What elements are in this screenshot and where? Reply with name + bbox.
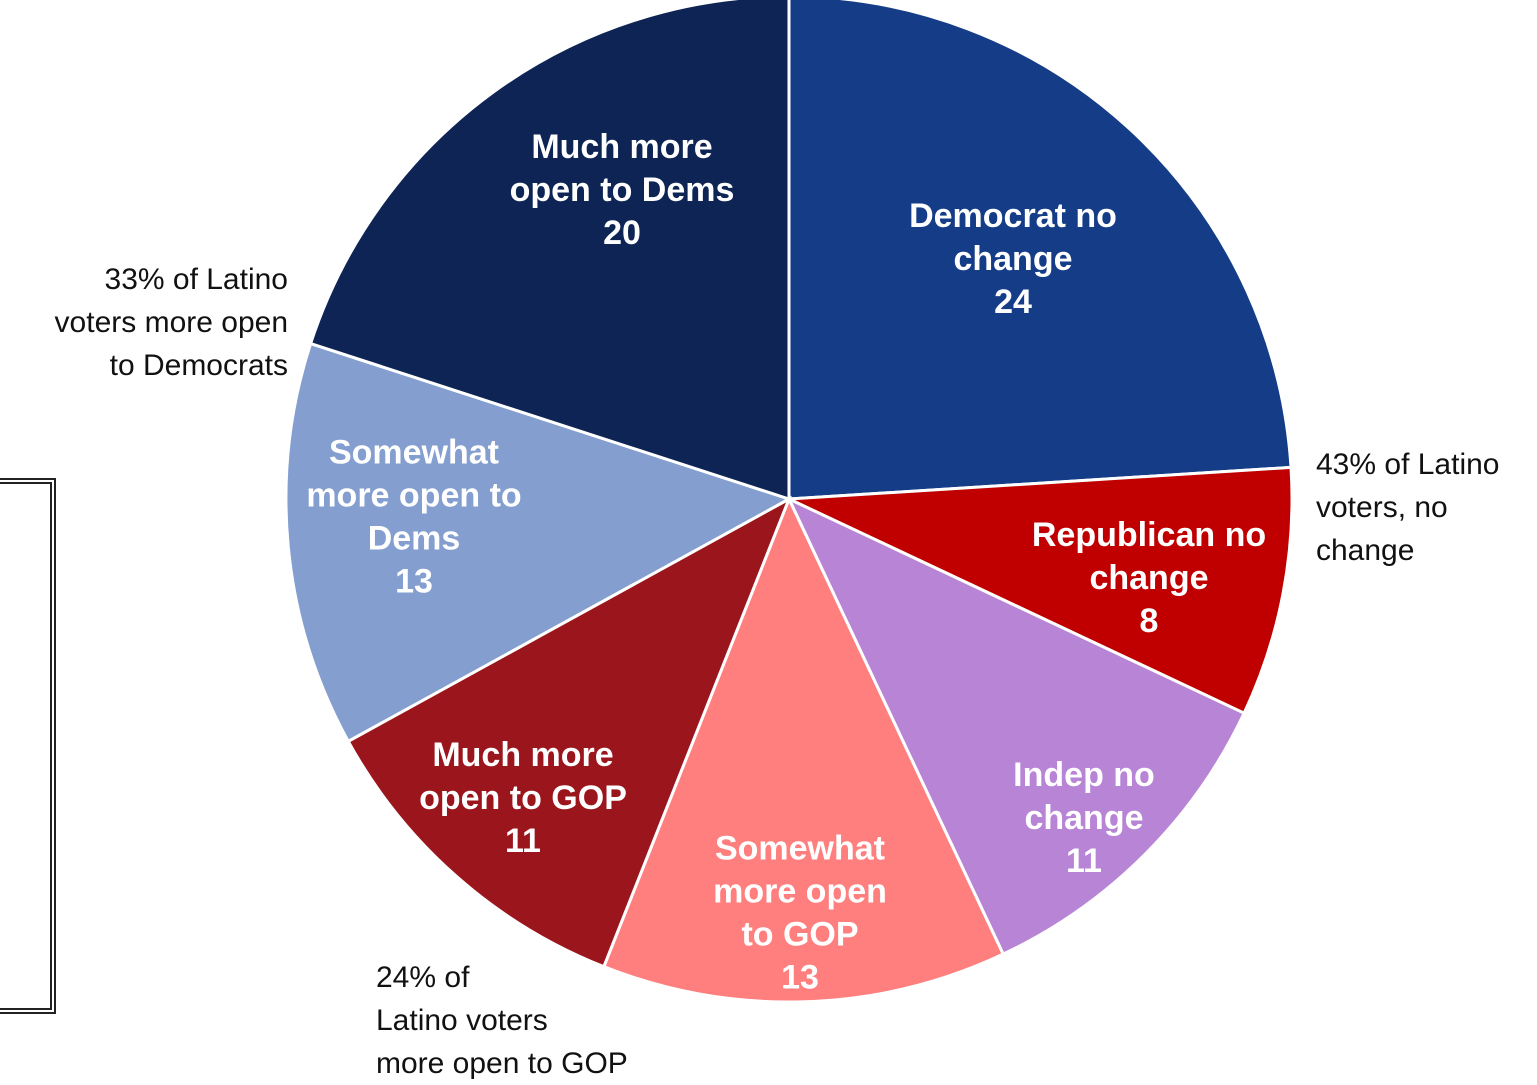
- slice-label: Somewhat more open to Dems 13: [306, 434, 521, 601]
- slice-label: Somewhat more open to GOP 13: [713, 830, 887, 997]
- annotation-dem-line: to Democrats: [109, 349, 288, 382]
- slice-label-line: open to GOP: [419, 779, 627, 817]
- slice-label-line: Somewhat: [715, 830, 885, 868]
- slice-label-line: Indep no: [1013, 756, 1155, 794]
- pie-slice-labels: Democrat no change 24 Republican no change 8 I…: [306, 128, 1266, 997]
- slice-value-label: 11: [505, 822, 541, 860]
- annotation-gop-line: Latino voters: [376, 1004, 548, 1037]
- slice-value-label: 20: [603, 214, 641, 252]
- slice-label-line: change: [1089, 559, 1208, 597]
- annotation-no-change: 43% of Latino voters, no change: [1316, 443, 1537, 572]
- slice-label: Much more open to Dems 20: [510, 128, 735, 252]
- pie-slice: [308, 0, 791, 502]
- annotation-dem: 33% of Latino voters more open to Democr…: [0, 258, 288, 387]
- pie-slice: [346, 495, 792, 969]
- slice-value-label: 8: [1140, 602, 1159, 640]
- slice-label-line: Much more: [531, 128, 712, 166]
- pie-slices: [284, 0, 1294, 1004]
- annotation-no-change-line: change: [1316, 534, 1415, 567]
- annotation-gop-line: more open to GOP: [376, 1047, 628, 1080]
- slice-label-line: to GOP: [741, 916, 858, 954]
- slice-label: Democrat no change 24: [909, 197, 1117, 321]
- slice-value-label: 11: [1066, 842, 1102, 880]
- pie-slice: [601, 495, 1006, 1004]
- annotation-dem-line: voters more open: [54, 306, 288, 339]
- slice-label-line: more open: [713, 873, 887, 911]
- slice-label-line: Much more: [432, 736, 613, 774]
- pie-slice: [787, 0, 1293, 501]
- slice-value-label: 24: [994, 283, 1032, 321]
- slice-label: Much more open to GOP 11: [419, 736, 627, 860]
- partial-frame-box: [0, 478, 56, 1014]
- slice-label-line: open to Dems: [510, 171, 735, 209]
- pie-slice: [788, 465, 1294, 716]
- pie-slice: [785, 495, 1247, 957]
- slice-label-line: Democrat no: [909, 197, 1117, 235]
- slice-label-line: Somewhat: [329, 434, 499, 472]
- slice-label-line: change: [1024, 799, 1143, 837]
- annotation-no-change-line: 43% of Latino: [1316, 448, 1500, 481]
- slice-label: Indep no change 11: [1013, 756, 1155, 880]
- slice-label-line: change: [953, 240, 1072, 278]
- slice-label-line: Dems: [368, 520, 461, 558]
- annotation-no-change-line: voters, no: [1316, 491, 1448, 524]
- annotation-dem-line: 33% of Latino: [104, 263, 288, 296]
- pie-slice: [284, 341, 793, 744]
- annotation-gop-line: 24% of: [376, 961, 470, 994]
- slice-label-line: Republican no: [1032, 516, 1266, 554]
- slice-value-label: 13: [781, 959, 819, 997]
- annotation-gop: 24% of Latino voters more open to GOP: [376, 956, 696, 1085]
- slice-value-label: 13: [395, 563, 433, 601]
- slice-label: Republican no change 8: [1032, 516, 1266, 640]
- slice-label-line: more open to: [306, 477, 521, 515]
